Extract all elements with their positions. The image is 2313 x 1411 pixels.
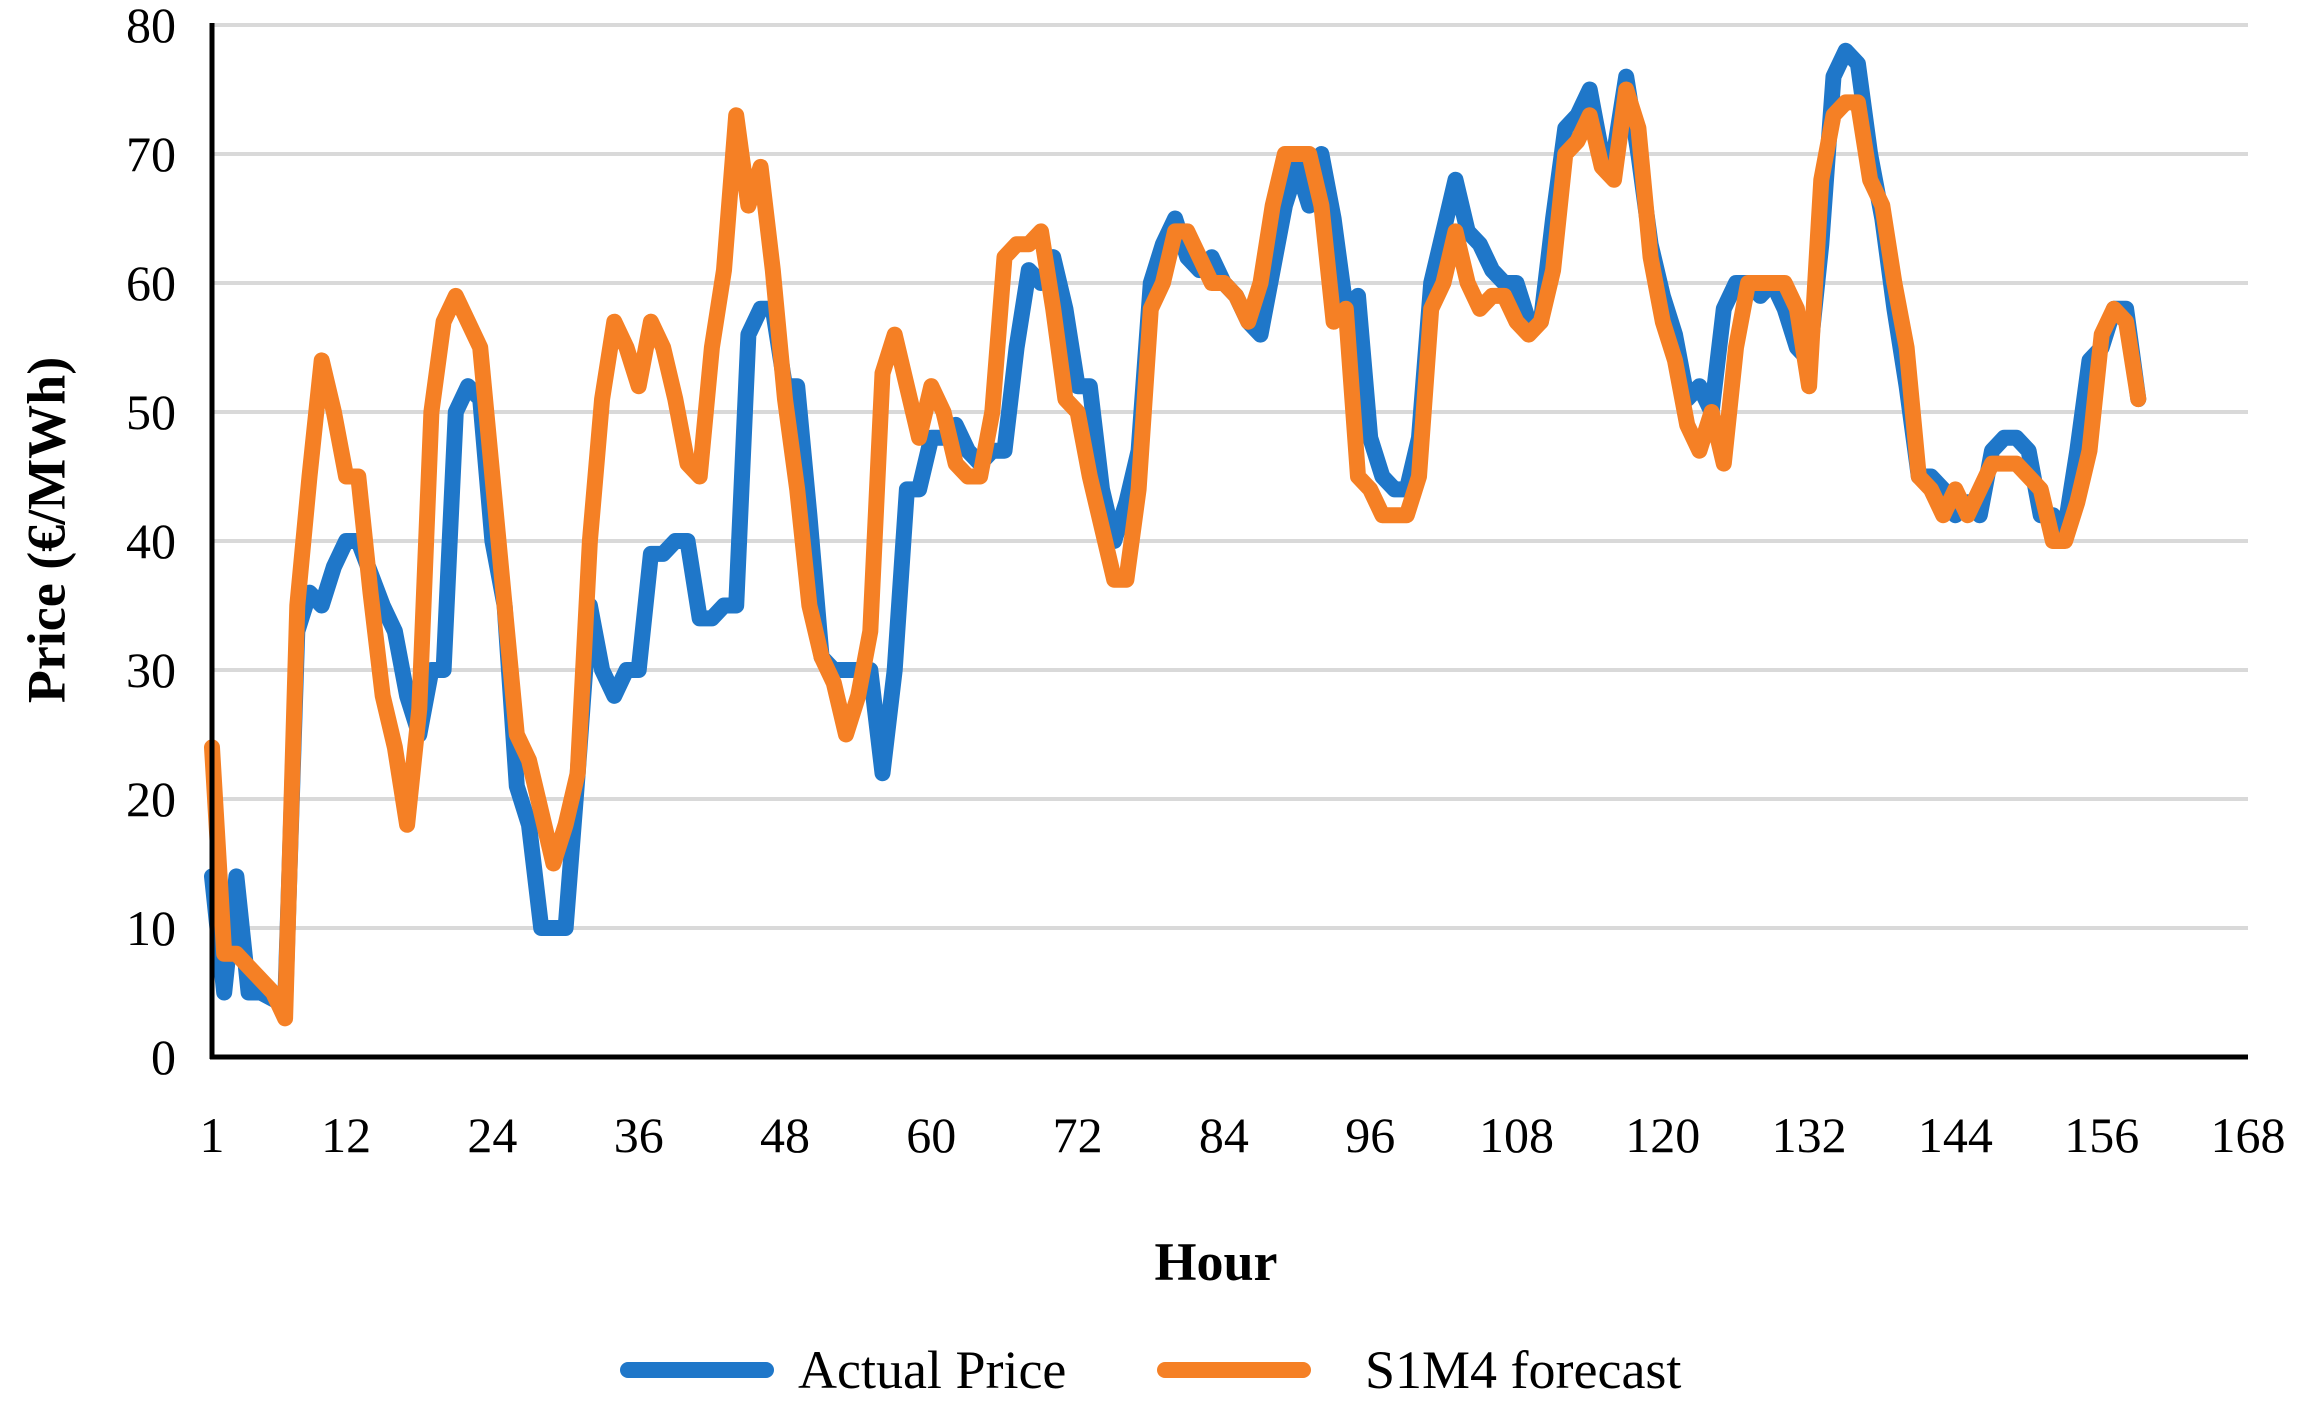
y-tick-label: 80 <box>126 0 176 53</box>
x-tick-label: 120 <box>1625 1107 1700 1163</box>
x-tick-label: 48 <box>760 1107 810 1163</box>
y-tick-label: 40 <box>126 513 176 569</box>
x-tick-label: 1 <box>200 1107 225 1163</box>
x-tick-label: 156 <box>2064 1107 2139 1163</box>
x-tick-label: 36 <box>614 1107 664 1163</box>
x-tick-label: 60 <box>906 1107 956 1163</box>
x-tick-label: 132 <box>1772 1107 1847 1163</box>
x-tick-label: 108 <box>1479 1107 1554 1163</box>
x-tick-labels: 1 12 24 36 48 60 72 84 96 108 120 132 144 156 168 <box>200 1107 2286 1163</box>
legend: Actual Price S1M4 forecast <box>620 1340 1681 1400</box>
y-tick-label: 60 <box>126 255 176 311</box>
x-axis-title: Hour <box>1154 1232 1277 1292</box>
y-tick-label: 20 <box>126 771 176 827</box>
series-line-s1m4-forecast <box>204 81 2147 1027</box>
y-tick-label: 30 <box>126 642 176 698</box>
x-tick-label: 96 <box>1345 1107 1395 1163</box>
x-tick-label: 84 <box>1199 1107 1249 1163</box>
legend-label-actual-price: Actual Price <box>798 1340 1066 1400</box>
y-tick-label: 50 <box>126 384 176 440</box>
y-tick-label: 70 <box>126 126 176 182</box>
y-tick-labels: 0 10 20 30 40 50 60 70 80 <box>126 0 176 1085</box>
x-tick-label: 168 <box>2211 1107 2286 1163</box>
y-tick-label: 0 <box>151 1029 176 1085</box>
x-tick-label: 24 <box>467 1107 517 1163</box>
x-tick-label: 144 <box>1918 1107 1993 1163</box>
y-axis-title: Price (€/MWh) <box>16 357 76 703</box>
y-tick-label: 10 <box>126 900 176 956</box>
legend-label-s1m4-forecast: S1M4 forecast <box>1365 1340 1681 1400</box>
series-lines <box>204 42 2147 1027</box>
x-tick-label: 12 <box>321 1107 371 1163</box>
axes <box>209 23 2248 1060</box>
x-tick-label: 72 <box>1053 1107 1103 1163</box>
